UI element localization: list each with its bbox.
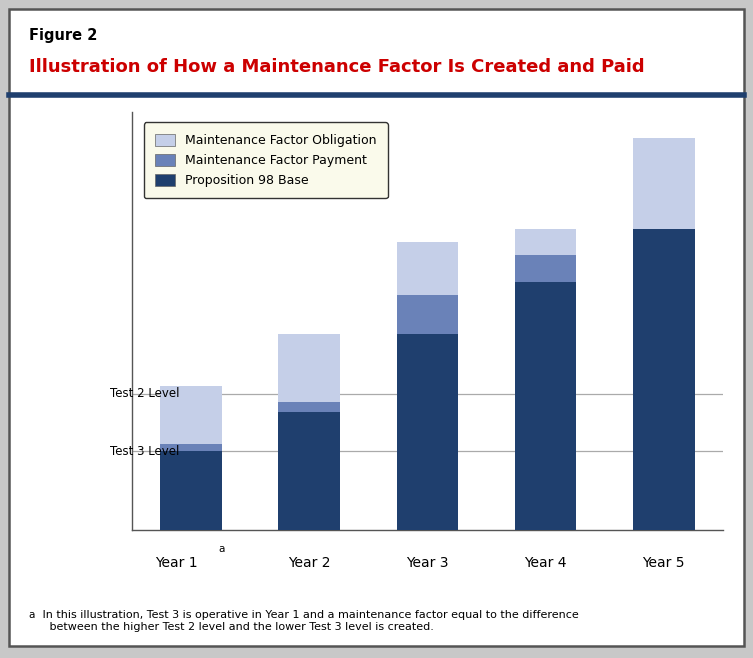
Text: Year 5: Year 5 [642, 556, 685, 570]
Bar [160, 386, 221, 443]
Bar [633, 230, 694, 530]
Text: Year 1: Year 1 [155, 556, 198, 570]
Text: Year 3: Year 3 [406, 556, 449, 570]
Text: Year 4: Year 4 [524, 556, 567, 570]
Text: a: a [218, 544, 225, 554]
Bar [515, 230, 576, 255]
Bar [397, 242, 458, 295]
Text: Test 2 Level: Test 2 Level [110, 388, 180, 401]
Bar [279, 412, 340, 530]
Legend: Maintenance Factor Obligation, Maintenance Factor Payment, Proposition 98 Base: Maintenance Factor Obligation, Maintenan… [144, 122, 388, 198]
Bar [160, 443, 221, 451]
Bar [397, 334, 458, 530]
Bar [279, 334, 340, 402]
Bar [397, 295, 458, 334]
Text: a: a [29, 610, 35, 620]
Text: Year 2: Year 2 [288, 556, 331, 570]
Bar [279, 402, 340, 412]
Bar [160, 451, 221, 530]
Text: Test 3 Level: Test 3 Level [111, 445, 180, 458]
Bar [515, 282, 576, 530]
FancyBboxPatch shape [9, 9, 744, 646]
Text: In this illustration, Test 3 is operative in Year 1 and a maintenance factor equ: In this illustration, Test 3 is operativ… [39, 610, 579, 632]
Text: Figure 2: Figure 2 [29, 28, 97, 43]
Bar [633, 138, 694, 230]
Text: Illustration of How a Maintenance Factor Is Created and Paid: Illustration of How a Maintenance Factor… [29, 58, 645, 76]
Bar [515, 255, 576, 282]
